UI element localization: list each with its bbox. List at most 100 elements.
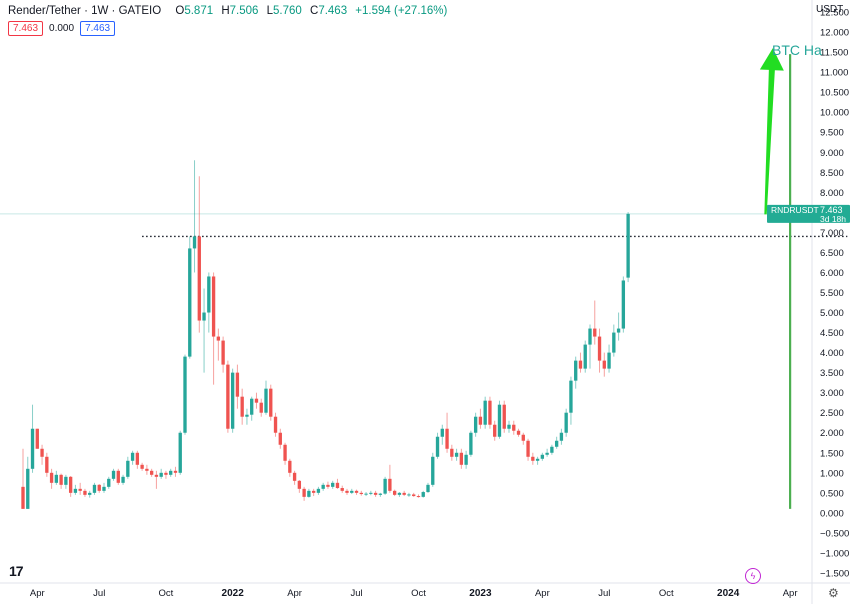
candle-body — [331, 482, 335, 487]
candle-body — [421, 492, 425, 497]
symbol-header: Render/Tether · 1W · GATEIO O5.871 H7.50… — [8, 5, 447, 17]
candle-body — [97, 484, 101, 491]
candle-body — [602, 360, 606, 369]
candle-body — [302, 488, 306, 497]
settings-gear-icon[interactable]: ⚙ — [828, 586, 839, 600]
candle-body — [207, 276, 211, 313]
candle-body — [192, 236, 197, 249]
buy-price-box[interactable]: 7.463 — [80, 21, 116, 36]
candle-body — [559, 432, 564, 441]
price-tick-label: 11.000 — [820, 68, 848, 79]
candle-body — [107, 478, 111, 487]
candle-body — [173, 470, 178, 473]
candle-body — [378, 493, 383, 495]
candle-body — [130, 452, 135, 461]
candle-body — [445, 428, 449, 449]
time-tick-label: 2024 — [717, 588, 740, 599]
candle-body — [269, 388, 273, 417]
candle-body — [169, 470, 173, 475]
candle-body — [273, 416, 278, 433]
price-label-box — [767, 204, 850, 223]
candle-body — [140, 464, 144, 469]
candle-body — [88, 492, 92, 495]
time-tick-label: Apr — [287, 588, 302, 599]
price-tick-label: 12.000 — [820, 28, 849, 39]
price-tick-label: 0.500 — [820, 488, 844, 499]
time-axis: Apr Jul Oct 2022 Apr Jul Oct 2023 Apr Jul Oct 2024 A… — [0, 582, 850, 599]
candle-body — [540, 454, 545, 459]
candle-body — [283, 444, 287, 461]
candle-body — [473, 416, 478, 433]
candle-body — [68, 476, 73, 493]
candle-body — [407, 494, 411, 496]
price-tick-label: 4.500 — [820, 328, 844, 339]
price-tick-label: 10.500 — [820, 88, 849, 99]
price-tick-label: 8.000 — [820, 188, 844, 199]
sell-price-box[interactable]: 7.463 — [8, 21, 44, 36]
candle-body — [307, 490, 311, 497]
candle-body — [197, 236, 201, 321]
time-tick-label: Oct — [159, 588, 174, 599]
candle-body — [478, 416, 483, 425]
candle-body — [316, 488, 321, 493]
candle-body — [578, 360, 583, 369]
candle-body — [535, 458, 540, 461]
price-tick-label: −0.500 — [820, 528, 849, 539]
price-axis: 12.500 12.000 11.500 11.000 10.500 10.000 9.50… — [811, 0, 849, 604]
candle-body — [616, 328, 621, 333]
candle-body — [254, 398, 259, 403]
candle-body — [607, 352, 611, 369]
ohlc-values: O5.871 H7.506 L5.760 C7.463 +1.594 (+27.… — [170, 5, 447, 17]
time-tick-label: Jul — [93, 588, 105, 599]
price-tick-label: 3.000 — [820, 388, 844, 399]
time-tick-label: Apr — [30, 588, 45, 599]
high-value: 7.506 — [229, 5, 259, 17]
spread-value: 0.000 — [49, 23, 75, 34]
candle-body — [235, 372, 240, 397]
candle-body — [35, 428, 39, 449]
low-label: L — [266, 5, 274, 17]
candle-body — [335, 482, 340, 489]
candle-body — [564, 412, 568, 433]
price-tick-label: 4.000 — [820, 348, 844, 359]
time-tick-label: Oct — [411, 588, 426, 599]
candle-body — [40, 448, 44, 457]
price-tick-label: 2.500 — [820, 408, 844, 419]
candle-body — [383, 478, 387, 494]
candle-body — [554, 440, 559, 447]
currency-unit[interactable]: USDT — [816, 4, 844, 15]
candle-body — [454, 452, 459, 457]
candle-body — [297, 480, 302, 489]
candle-body — [516, 430, 521, 435]
candle-body — [416, 496, 421, 498]
candle-body — [469, 432, 473, 455]
target-arrow-icon — [759, 48, 784, 215]
candle-body — [497, 404, 502, 437]
candle-body — [240, 396, 244, 417]
candle-body — [221, 340, 225, 365]
candle-body — [164, 472, 168, 475]
candle-body — [54, 474, 59, 483]
time-tick-label: Apr — [783, 588, 798, 599]
candle-body — [259, 402, 263, 413]
symbol-title[interactable]: Render/Tether · 1W · GATEIO — [8, 5, 162, 17]
candle-body — [502, 404, 506, 429]
candle-body — [350, 490, 354, 493]
candle-body — [359, 492, 363, 495]
tradingview-logo-icon[interactable]: 17 — [9, 563, 24, 579]
time-tick-label: Jul — [350, 588, 362, 599]
price-tick-label: 9.000 — [820, 148, 844, 159]
high-label: H — [221, 5, 230, 17]
candle-body — [597, 336, 602, 361]
candle-body — [145, 468, 149, 471]
price-label-value: 7.463 — [820, 205, 843, 215]
candle-body — [392, 490, 397, 495]
candle-body — [92, 484, 97, 493]
price-tick-label: −1.000 — [820, 548, 849, 559]
price-tick-label: 9.500 — [820, 128, 844, 139]
candle-body — [188, 248, 192, 357]
price-tick-label: 11.500 — [820, 48, 848, 59]
candle-body — [126, 460, 130, 477]
flash-icon[interactable]: ϟ — [745, 568, 761, 584]
